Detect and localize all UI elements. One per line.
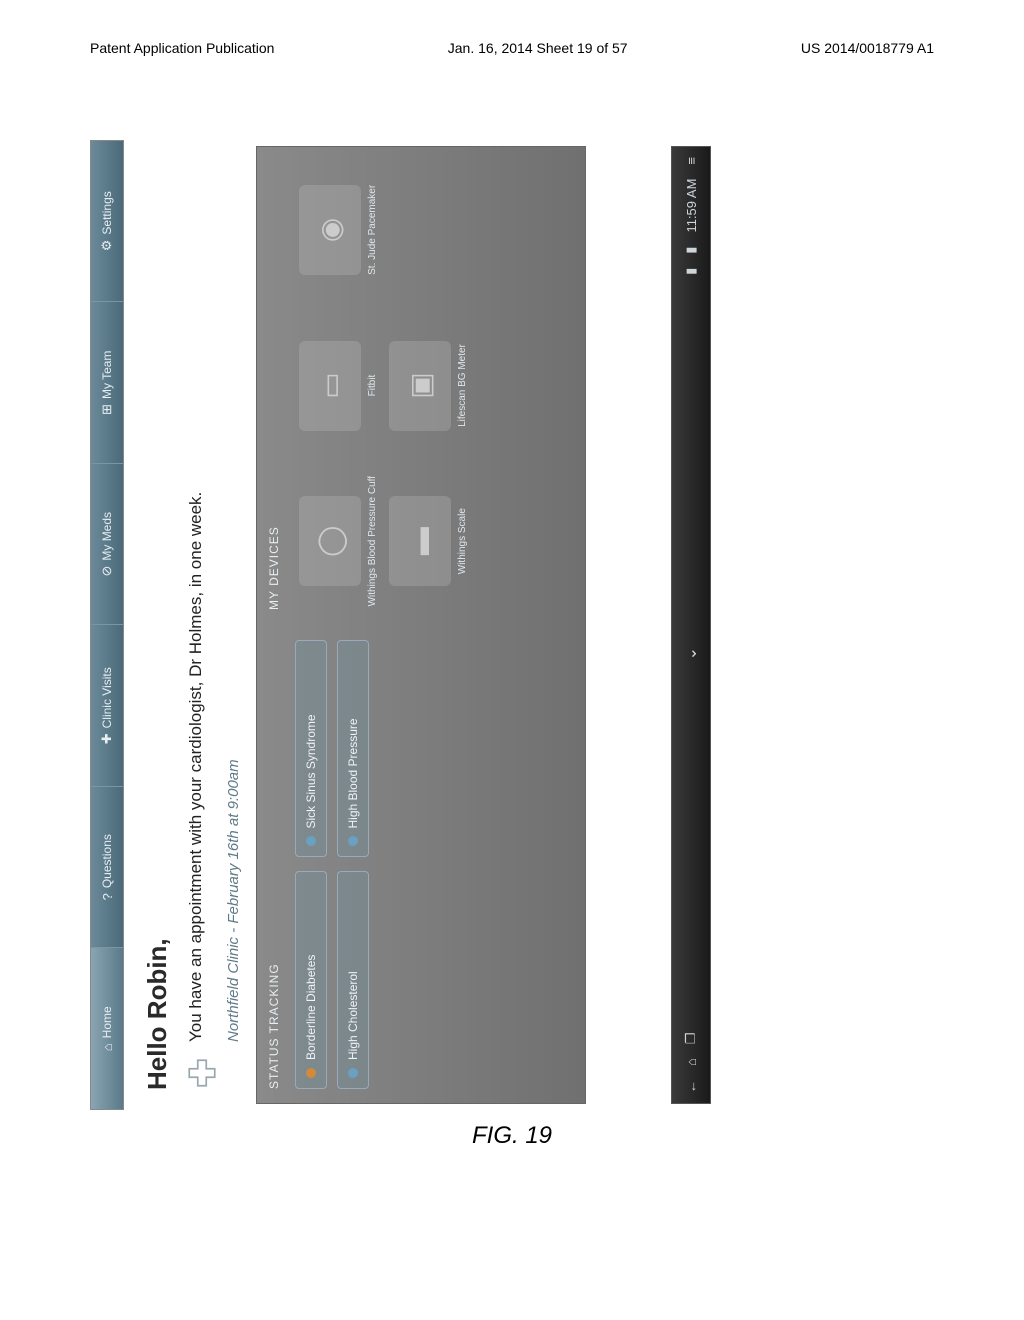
device-pacemaker[interactable]: ◉ St. Jude Pacemaker — [299, 161, 379, 299]
nav-questions[interactable]: ? Questions — [91, 786, 123, 948]
my-devices-column: MY DEVICES ◯ Withings Blood Pressure Cuf… — [267, 161, 575, 610]
device-bg-meter[interactable]: ▣ Lifescan BG Meter — [389, 317, 469, 455]
nav-label: My Team — [100, 351, 114, 399]
device-bp-cuff[interactable]: ◯ Withings Blood Pressure Cuff — [299, 472, 379, 610]
menu-icon[interactable]: ≡ — [684, 157, 699, 165]
android-system-bar: ← ⌂ ❐ ⌄ ▮ ▮ 11:59 AM ≡ — [671, 146, 711, 1104]
nav-my-meds[interactable]: ⊘ My Meds — [91, 463, 123, 625]
status-label: High Cholesterol — [346, 971, 360, 1060]
nav-settings[interactable]: ⚙ Settings — [91, 141, 123, 302]
nav-label: Questions — [100, 834, 114, 888]
status-tracking-title: STATUS TRACKING — [267, 640, 281, 1089]
figure-label: FIG. 19 — [472, 1122, 552, 1150]
devices-grid: ◯ Withings Blood Pressure Cuff ▭ Fitbit … — [295, 161, 469, 610]
nav-home[interactable]: ⌂ Home — [91, 948, 123, 1110]
device-label: Fitbit — [367, 375, 379, 397]
status-sick-sinus[interactable]: Sick Sinus Syndrome — [295, 640, 327, 858]
device-label: Withings Blood Pressure Cuff — [367, 476, 379, 606]
home-icon[interactable]: ⌂ — [684, 1058, 699, 1066]
device-label: Withings Scale — [457, 508, 469, 574]
recent-icon[interactable]: ❐ — [683, 1032, 699, 1044]
status-high-bp[interactable]: High Blood Pressure — [337, 640, 369, 858]
nav-label: Clinic Visits — [100, 667, 114, 728]
meds-icon: ⊘ — [99, 566, 115, 577]
status-label: Borderline Diabetes — [304, 955, 318, 1060]
device-label: Lifescan BG Meter — [457, 344, 469, 427]
clock-text: 11:59 AM — [684, 179, 699, 233]
status-tracking-column: STATUS TRACKING Borderline Diabetes Sick… — [267, 640, 575, 1089]
dashboard-panel: STATUS TRACKING Borderline Diabetes Sick… — [256, 146, 586, 1104]
status-dot-icon — [348, 837, 358, 847]
header-left: Patent Application Publication — [90, 40, 274, 56]
gear-icon: ⚙ — [99, 240, 115, 252]
device-fitbit[interactable]: ▭ Fitbit — [299, 317, 379, 455]
device-icon: ▭ — [299, 341, 361, 431]
status-high-cholesterol[interactable]: High Cholesterol — [337, 872, 369, 1090]
signal-icon: ▮ — [683, 268, 699, 275]
team-icon: ⊞ — [99, 404, 115, 415]
my-devices-title: MY DEVICES — [267, 161, 281, 610]
status-dot-icon — [306, 1068, 316, 1078]
patent-header: Patent Application Publication Jan. 16, … — [0, 0, 1024, 66]
device-icon: ◉ — [299, 185, 361, 275]
status-grid: Borderline Diabetes Sick Sinus Syndrome … — [295, 640, 369, 1089]
nav-my-team[interactable]: ⊞ My Team — [91, 302, 123, 464]
device-icon: ◯ — [299, 496, 361, 586]
device-scale[interactable]: ▬ Withings Scale — [389, 472, 469, 610]
nav-label: Home — [100, 1006, 114, 1038]
clinic-plus-icon — [185, 1056, 219, 1090]
greeting-text: Hello Robin, — [124, 140, 179, 1110]
top-navbar: ⌂ Home ? Questions ✚ Clinic Visits ⊘ My … — [90, 140, 124, 1110]
appointment-text: You have an appointment with your cardio… — [185, 492, 207, 1042]
expand-icon[interactable]: ⌄ — [681, 647, 701, 660]
status-dot-icon — [306, 837, 316, 847]
question-icon: ? — [100, 893, 115, 900]
battery-icon: ▮ — [683, 247, 699, 254]
appointment-block: You have an appointment with your cardio… — [179, 140, 223, 1110]
appointment-detail: Northfield Clinic - February 16th at 9:0… — [223, 140, 256, 1110]
status-label: Sick Sinus Syndrome — [304, 714, 318, 828]
device-icon: ▣ — [389, 341, 451, 431]
status-borderline-diabetes[interactable]: Borderline Diabetes — [295, 872, 327, 1090]
device-icon: ▬ — [389, 496, 451, 586]
nav-clinic-visits[interactable]: ✚ Clinic Visits — [91, 625, 123, 787]
status-dot-icon — [348, 1068, 358, 1078]
device-label: St. Jude Pacemaker — [367, 185, 379, 275]
clinic-icon: ✚ — [99, 733, 115, 744]
header-center: Jan. 16, 2014 Sheet 19 of 57 — [448, 40, 628, 56]
app-screenshot: ⌂ Home ? Questions ✚ Clinic Visits ⊘ My … — [90, 140, 710, 1110]
home-icon: ⌂ — [100, 1043, 115, 1051]
back-icon[interactable]: ← — [684, 1080, 699, 1093]
status-label: High Blood Pressure — [346, 718, 360, 828]
nav-label: My Meds — [100, 512, 114, 561]
nav-label: Settings — [100, 191, 114, 234]
figure-sheet: ⌂ Home ? Questions ✚ Clinic Visits ⊘ My … — [90, 140, 934, 1110]
header-right: US 2014/0018779 A1 — [801, 40, 934, 56]
